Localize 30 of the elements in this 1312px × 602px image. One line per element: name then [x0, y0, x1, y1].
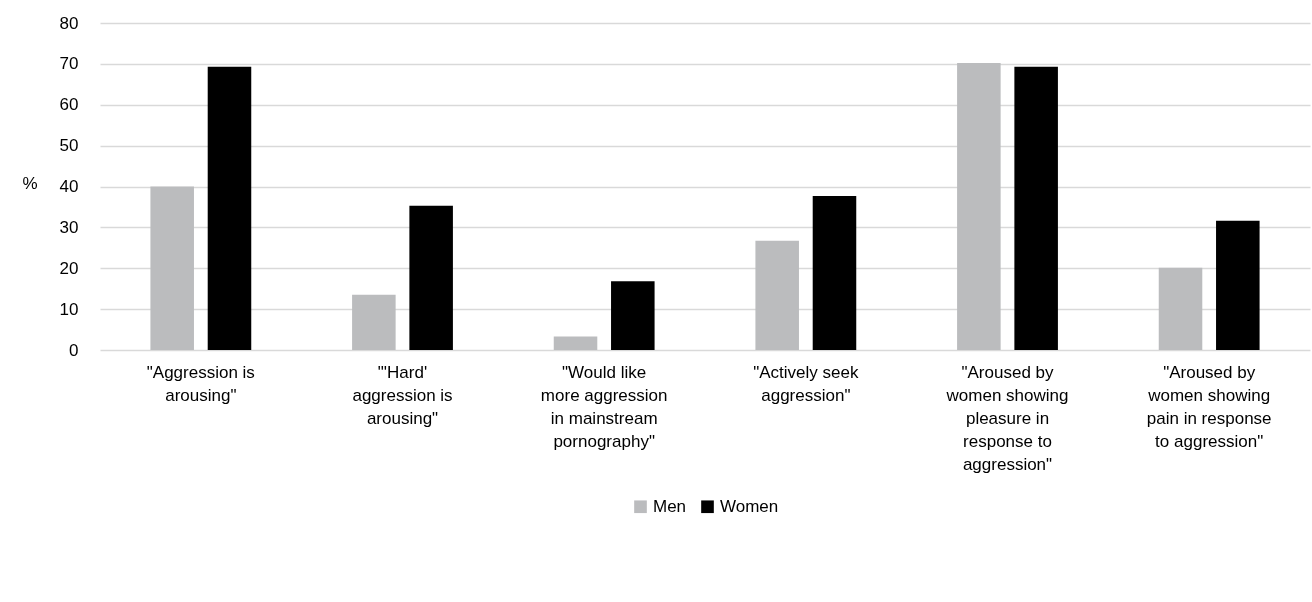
bar — [1158, 267, 1203, 350]
y-tick-label: 30 — [59, 217, 79, 237]
bar — [553, 336, 598, 350]
bar — [812, 195, 857, 350]
y-tick-label: 60 — [59, 95, 79, 115]
bar — [1216, 220, 1260, 350]
y-tick-label: 10 — [59, 299, 79, 319]
bar — [1014, 66, 1058, 350]
bar — [755, 240, 799, 350]
y-axis-title: % — [22, 173, 38, 193]
legend-label: Women — [720, 496, 779, 516]
bar — [409, 205, 453, 350]
bar — [150, 186, 194, 350]
legend-label: Men — [653, 496, 687, 516]
x-tick-label: "Aggression is arousing" — [146, 362, 255, 405]
bar — [611, 281, 655, 350]
y-tick-label: 0 — [69, 340, 79, 360]
y-tick-label: 40 — [59, 177, 79, 196]
y-tick-label: 80 — [59, 13, 79, 33]
bar — [957, 63, 1001, 350]
y-tick-label: 20 — [59, 258, 79, 278]
bar — [207, 66, 252, 350]
y-tick-label: 70 — [59, 54, 79, 74]
x-tick-label: "Actively seek aggression" — [753, 362, 859, 405]
x-tick-label: "'Hard' aggression is arousing" — [352, 362, 453, 428]
y-tick-label: 50 — [59, 136, 79, 156]
x-tick-label: "Aroused by women showing pain in response to aggression" — [1146, 362, 1272, 451]
x-tick-label: "Would like more aggression in mainstream pornography" — [540, 362, 668, 451]
bar — [352, 294, 396, 350]
x-tick-label: "Aroused by women showing pleasure in response to aggression" — [945, 362, 1069, 474]
